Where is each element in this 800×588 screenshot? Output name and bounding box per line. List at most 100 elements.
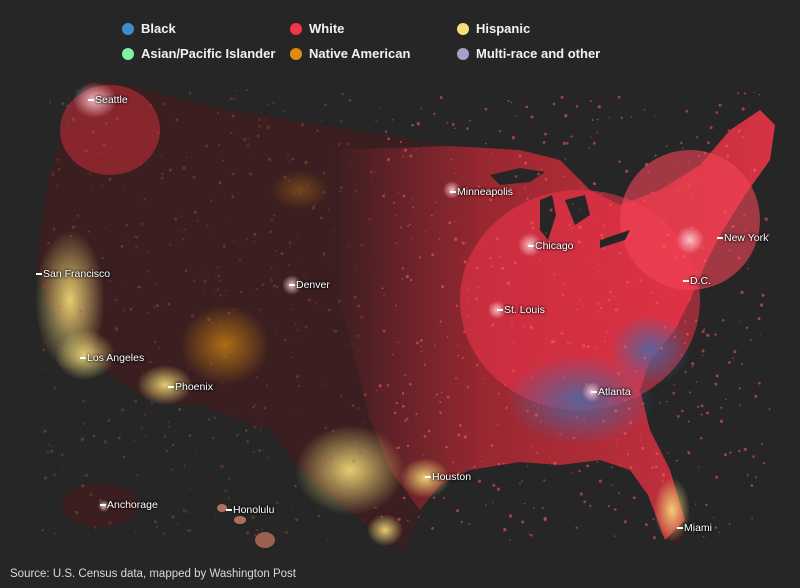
population-dot bbox=[695, 180, 697, 182]
population-dot bbox=[256, 134, 260, 138]
population-dot bbox=[483, 378, 485, 380]
population-dot bbox=[202, 292, 205, 294]
population-dot bbox=[323, 254, 326, 257]
population-dot bbox=[68, 98, 70, 100]
population-dot bbox=[331, 430, 335, 433]
population-dot bbox=[676, 415, 680, 418]
population-dot bbox=[591, 118, 594, 122]
city-marker bbox=[36, 273, 42, 275]
population-dot bbox=[589, 100, 592, 103]
population-dot bbox=[688, 298, 691, 301]
legend-dot bbox=[457, 22, 469, 35]
population-dot bbox=[397, 446, 401, 449]
population-dot bbox=[263, 407, 267, 410]
population-dot bbox=[136, 286, 140, 289]
population-dot bbox=[122, 455, 126, 459]
population-dot bbox=[323, 460, 327, 464]
population-dot bbox=[460, 520, 463, 524]
population-dot bbox=[560, 331, 564, 336]
population-dot bbox=[539, 420, 542, 423]
city-label-anchorage: Anchorage bbox=[100, 499, 158, 511]
population-dot bbox=[103, 440, 108, 444]
population-dot bbox=[579, 492, 583, 496]
population-dot bbox=[439, 401, 442, 404]
population-dot bbox=[322, 190, 326, 194]
population-dot bbox=[58, 168, 61, 171]
population-dot bbox=[484, 107, 488, 111]
population-dot bbox=[728, 361, 731, 364]
population-dot bbox=[454, 220, 457, 223]
population-dot bbox=[384, 193, 386, 195]
population-dot bbox=[702, 354, 704, 356]
population-dot bbox=[222, 355, 226, 359]
population-dot bbox=[672, 391, 675, 395]
population-dot bbox=[521, 480, 523, 483]
population-dot bbox=[733, 350, 737, 354]
population-dot bbox=[214, 293, 216, 295]
population-dot bbox=[623, 520, 627, 524]
population-dot bbox=[339, 395, 343, 398]
population-dot bbox=[530, 221, 534, 225]
population-dot bbox=[296, 233, 299, 236]
population-dot bbox=[239, 507, 243, 510]
city-label-chicago: Chicago bbox=[528, 240, 574, 252]
population-dot bbox=[499, 130, 502, 133]
population-dot bbox=[430, 214, 433, 217]
population-dot bbox=[643, 199, 646, 203]
population-dot bbox=[52, 228, 56, 231]
population-dot bbox=[346, 142, 350, 146]
population-dot bbox=[134, 531, 137, 534]
population-dot bbox=[408, 382, 412, 386]
population-dot bbox=[150, 134, 153, 137]
population-dot bbox=[238, 258, 242, 262]
population-dot bbox=[629, 466, 633, 470]
population-dot bbox=[45, 341, 48, 344]
population-dot bbox=[217, 266, 220, 269]
population-dot bbox=[747, 474, 749, 476]
population-dot bbox=[313, 204, 316, 207]
population-dot bbox=[752, 455, 755, 458]
population-dot bbox=[237, 355, 239, 357]
population-dot bbox=[98, 89, 101, 92]
population-dot bbox=[411, 197, 414, 200]
population-dot bbox=[715, 374, 719, 378]
city-marker bbox=[226, 509, 232, 511]
population-dot bbox=[738, 387, 741, 390]
population-dot bbox=[354, 190, 358, 193]
city-label-los-angeles: Los Angeles bbox=[80, 352, 144, 364]
population-dot bbox=[635, 390, 637, 392]
population-dot bbox=[283, 339, 287, 342]
population-dot bbox=[658, 401, 661, 404]
population-dot bbox=[675, 323, 678, 326]
population-dot bbox=[226, 312, 229, 315]
population-dot bbox=[661, 473, 666, 477]
population-dot bbox=[626, 280, 629, 284]
population-dot bbox=[605, 332, 608, 335]
population-dot bbox=[662, 244, 666, 249]
population-dot bbox=[689, 391, 692, 394]
population-dot bbox=[208, 418, 211, 421]
population-dot bbox=[207, 317, 211, 321]
population-dot bbox=[69, 235, 73, 238]
population-dot bbox=[129, 357, 133, 361]
population-dot bbox=[445, 445, 448, 449]
population-dot bbox=[245, 238, 249, 241]
population-dot bbox=[51, 173, 55, 177]
population-dot bbox=[147, 270, 150, 273]
population-dot bbox=[225, 289, 227, 292]
population-dot bbox=[231, 409, 233, 411]
population-dot bbox=[599, 306, 603, 310]
population-dot bbox=[305, 277, 308, 279]
population-dot bbox=[59, 363, 62, 365]
population-dot bbox=[457, 471, 460, 474]
population-dot bbox=[457, 354, 460, 357]
population-dot bbox=[519, 482, 521, 485]
population-dot bbox=[652, 518, 655, 521]
population-dot bbox=[252, 451, 255, 454]
population-dot bbox=[324, 103, 328, 107]
population-dot bbox=[300, 123, 304, 127]
population-dot bbox=[43, 476, 48, 480]
population-dot bbox=[571, 227, 574, 230]
population-dot bbox=[348, 98, 352, 102]
population-dot bbox=[287, 153, 290, 157]
